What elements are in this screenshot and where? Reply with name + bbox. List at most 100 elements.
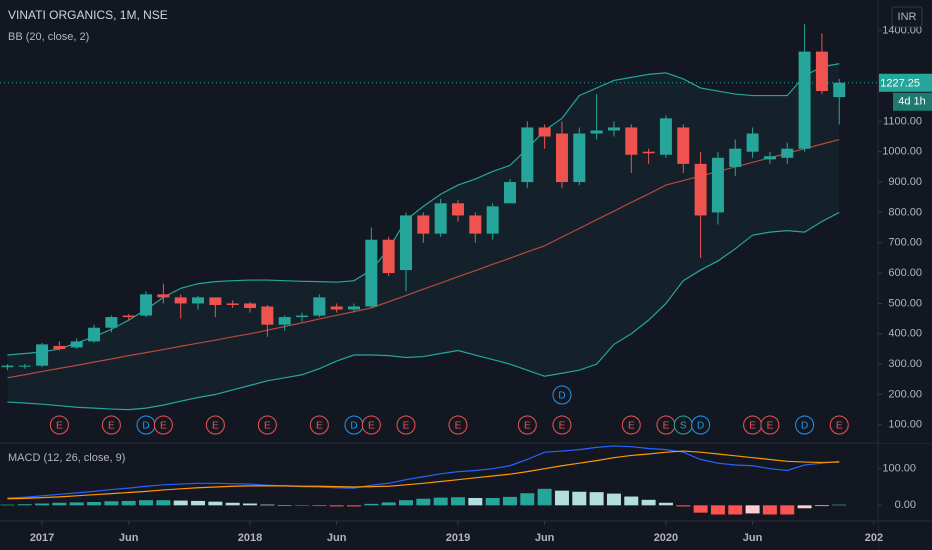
candle-body [781, 148, 794, 158]
event-marker[interactable] [101, 415, 121, 435]
macd-histogram-bar [364, 503, 379, 506]
candle-body [330, 306, 343, 310]
event-marker[interactable] [205, 415, 225, 435]
candle-body [607, 127, 620, 131]
macd-histogram-bar [433, 497, 448, 506]
x-tick-label: 2019 [446, 532, 470, 544]
candle-body [538, 127, 551, 137]
macd-histogram-bar [762, 505, 777, 515]
event-marker[interactable] [309, 415, 329, 435]
event-marker[interactable] [691, 415, 711, 435]
y-tick-label: 600.00 [888, 267, 922, 279]
indicator-label: BB (20, close, 2) [8, 31, 89, 43]
candle-body [399, 215, 412, 271]
chart-title: VINATI ORGANICS, 1M, NSE [8, 8, 168, 22]
event-label: E [316, 421, 323, 432]
macd-histogram-bar [832, 504, 847, 506]
event-label: E [663, 421, 670, 432]
candle-body [434, 203, 447, 234]
event-marker[interactable] [829, 415, 849, 435]
candle-body [625, 127, 638, 155]
candle-body [659, 118, 672, 155]
macd-histogram-bar [624, 496, 639, 506]
macd-histogram-bar [606, 493, 621, 506]
event-marker[interactable] [361, 415, 381, 435]
y-tick-label: 400.00 [888, 328, 922, 340]
candle-body [590, 130, 603, 134]
macd-histogram-bar [676, 505, 691, 507]
y-tick-label: 700.00 [888, 237, 922, 249]
macd-histogram-bar [658, 502, 673, 506]
macd-histogram-bar [693, 505, 708, 513]
macd-histogram-bar [641, 499, 656, 506]
candle-body [521, 127, 534, 183]
macd-histogram-bar [520, 493, 535, 506]
plot-area: E E D E E E E D E E E E EDE E S D E E D E [0, 24, 878, 515]
y-tick-label: 1400.00 [882, 24, 922, 36]
x-tick-label: Jun [743, 532, 763, 544]
macd-histogram-bar [572, 491, 587, 506]
macd-histogram-bar [87, 502, 102, 506]
candle-body [192, 297, 205, 304]
macd-histogram-bar [243, 503, 258, 506]
candle-body [261, 306, 274, 325]
candle-body [729, 148, 742, 167]
x-tick-label: 2018 [238, 532, 262, 544]
candle-body [278, 317, 291, 325]
macd-histogram-bar [295, 505, 310, 506]
macd-histogram-bar [710, 505, 725, 515]
macd-histogram-bar [191, 500, 206, 506]
macd-histogram-bar [17, 504, 32, 506]
macd-histogram-bar [0, 504, 15, 506]
candle-body [677, 127, 690, 164]
currency-box[interactable] [891, 6, 923, 28]
macd-histogram-bar [312, 505, 327, 507]
candle-body [122, 315, 135, 318]
y-tick-label: 100.00 [888, 419, 922, 431]
candle-body [573, 133, 586, 183]
event-marker[interactable] [795, 415, 815, 435]
event-label: D [350, 421, 357, 432]
macd-histogram-bar [797, 505, 812, 509]
event-marker[interactable] [153, 415, 173, 435]
candle-body [157, 294, 170, 298]
event-marker[interactable] [760, 415, 780, 435]
event-label: D [142, 421, 149, 432]
event-marker[interactable] [517, 415, 537, 435]
macd-label: MACD (12, 26, close, 9) [8, 452, 125, 464]
candle-body [105, 317, 118, 328]
candle-body [36, 344, 49, 366]
event-label: E [160, 421, 167, 432]
candle-body [88, 327, 101, 342]
event-marker[interactable] [552, 385, 572, 405]
event-label: D [697, 421, 704, 432]
candle-body [451, 203, 464, 216]
y-tick-label: 1100.00 [883, 115, 922, 127]
candle-body [209, 297, 222, 305]
event-marker[interactable] [396, 415, 416, 435]
y-tick-label: 0.00 [895, 499, 916, 511]
candle-body [417, 215, 430, 234]
event-marker[interactable] [621, 415, 641, 435]
event-label: E [749, 421, 756, 432]
candle-body [711, 157, 724, 213]
candle-body [348, 306, 360, 310]
macd-histogram-bar [69, 502, 84, 506]
event-marker[interactable] [448, 415, 468, 435]
axes: 100.00 200.00 300.00 400.00 500.00 600.00 700.… [0, 24, 932, 550]
price-tag-label: 1227.25 [880, 78, 920, 90]
macd-histogram-bar [329, 505, 344, 507]
event-marker[interactable] [257, 415, 277, 435]
event-marker[interactable] [552, 415, 572, 435]
y-tick-label: 100.00 [882, 463, 916, 475]
macd-histogram-bar [52, 502, 67, 506]
event-label: E [56, 421, 63, 432]
currency[interactable]: INR [898, 11, 917, 23]
x-tick-label: 2020 [654, 532, 678, 544]
time-axis-bg [0, 522, 878, 550]
event-marker[interactable] [49, 415, 69, 435]
x-tick-label: 2017 [30, 532, 54, 544]
x-tick-label: Jun [327, 532, 347, 544]
macd-histogram-bar [156, 500, 171, 506]
